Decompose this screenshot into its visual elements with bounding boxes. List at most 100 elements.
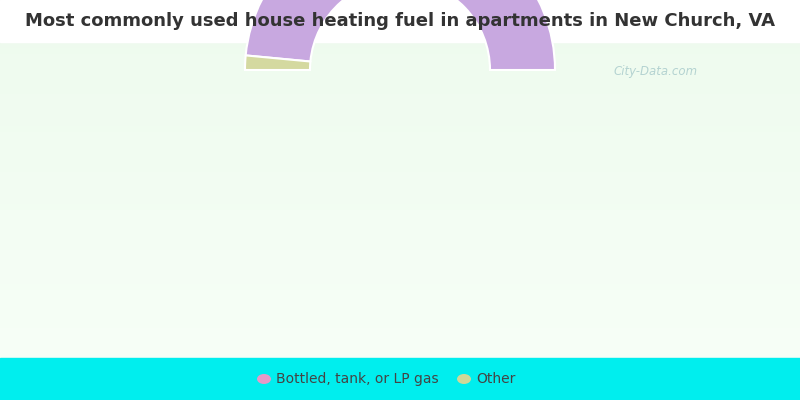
Bar bbox=[0, 224, 800, 226]
Bar bbox=[0, 302, 800, 304]
Bar bbox=[0, 356, 800, 358]
Bar bbox=[0, 226, 800, 228]
Bar bbox=[0, 28, 800, 30]
Bar bbox=[0, 162, 800, 164]
Bar bbox=[0, 376, 800, 378]
Bar bbox=[0, 200, 800, 202]
Ellipse shape bbox=[257, 374, 271, 384]
Bar bbox=[0, 94, 800, 96]
Bar bbox=[0, 132, 800, 134]
Wedge shape bbox=[246, 0, 555, 70]
Bar bbox=[0, 102, 800, 104]
Bar bbox=[0, 378, 800, 380]
Ellipse shape bbox=[457, 374, 471, 384]
Bar bbox=[0, 358, 800, 360]
Bar bbox=[0, 286, 800, 288]
Bar bbox=[0, 14, 800, 16]
Bar bbox=[0, 380, 800, 382]
Bar bbox=[0, 250, 800, 252]
Bar bbox=[0, 268, 800, 270]
Bar bbox=[0, 342, 800, 344]
Bar bbox=[0, 60, 800, 62]
Bar bbox=[0, 364, 800, 366]
Bar bbox=[0, 128, 800, 130]
Bar bbox=[0, 394, 800, 396]
Bar bbox=[0, 48, 800, 50]
Bar bbox=[0, 180, 800, 182]
Bar bbox=[0, 44, 800, 46]
Bar bbox=[0, 150, 800, 152]
Bar bbox=[0, 176, 800, 178]
Bar bbox=[0, 154, 800, 156]
Bar bbox=[0, 218, 800, 220]
Bar bbox=[0, 212, 800, 214]
Bar bbox=[0, 366, 800, 368]
Bar bbox=[0, 322, 800, 324]
Bar bbox=[0, 56, 800, 58]
Bar bbox=[0, 270, 800, 272]
Text: Bottled, tank, or LP gas: Bottled, tank, or LP gas bbox=[276, 372, 438, 386]
Bar bbox=[0, 396, 800, 398]
Bar bbox=[0, 160, 800, 162]
Bar bbox=[0, 198, 800, 200]
Bar bbox=[0, 334, 800, 336]
Bar bbox=[0, 354, 800, 356]
Bar bbox=[0, 194, 800, 196]
Bar bbox=[0, 36, 800, 38]
Bar bbox=[0, 174, 800, 176]
Bar bbox=[0, 298, 800, 300]
Bar bbox=[0, 122, 800, 124]
Bar bbox=[0, 88, 800, 90]
Wedge shape bbox=[245, 56, 310, 70]
Bar bbox=[0, 324, 800, 326]
Bar bbox=[0, 98, 800, 100]
Bar bbox=[0, 374, 800, 376]
Bar bbox=[0, 82, 800, 84]
Bar bbox=[0, 368, 800, 370]
Bar bbox=[0, 370, 800, 372]
Bar bbox=[0, 148, 800, 150]
Bar bbox=[0, 0, 800, 42]
Bar bbox=[0, 290, 800, 292]
Bar bbox=[0, 258, 800, 260]
Bar bbox=[0, 202, 800, 204]
Bar bbox=[0, 228, 800, 230]
Text: Most commonly used house heating fuel in apartments in New Church, VA: Most commonly used house heating fuel in… bbox=[25, 12, 775, 30]
Bar bbox=[0, 216, 800, 218]
Bar bbox=[0, 256, 800, 258]
Bar bbox=[0, 114, 800, 116]
Bar bbox=[0, 232, 800, 234]
Bar bbox=[0, 284, 800, 286]
Bar bbox=[0, 66, 800, 68]
Bar bbox=[0, 170, 800, 172]
Bar bbox=[0, 214, 800, 216]
Bar bbox=[0, 2, 800, 4]
Bar bbox=[0, 196, 800, 198]
Bar bbox=[0, 72, 800, 74]
Bar bbox=[0, 220, 800, 222]
Bar bbox=[0, 222, 800, 224]
Bar bbox=[0, 124, 800, 126]
Bar bbox=[0, 304, 800, 306]
Bar bbox=[0, 246, 800, 248]
Bar bbox=[0, 142, 800, 144]
Bar bbox=[0, 182, 800, 184]
Bar bbox=[0, 4, 800, 6]
Bar bbox=[0, 280, 800, 282]
Bar bbox=[0, 152, 800, 154]
Text: Other: Other bbox=[476, 372, 515, 386]
Bar bbox=[0, 238, 800, 240]
Bar bbox=[0, 58, 800, 60]
Bar bbox=[0, 140, 800, 142]
Bar bbox=[0, 288, 800, 290]
Bar bbox=[0, 240, 800, 242]
Bar bbox=[0, 330, 800, 332]
Bar bbox=[0, 260, 800, 262]
Bar bbox=[0, 38, 800, 40]
Bar bbox=[0, 310, 800, 312]
Bar bbox=[0, 108, 800, 110]
Bar bbox=[0, 116, 800, 118]
Bar bbox=[0, 96, 800, 98]
Bar bbox=[0, 362, 800, 364]
Bar bbox=[0, 296, 800, 298]
